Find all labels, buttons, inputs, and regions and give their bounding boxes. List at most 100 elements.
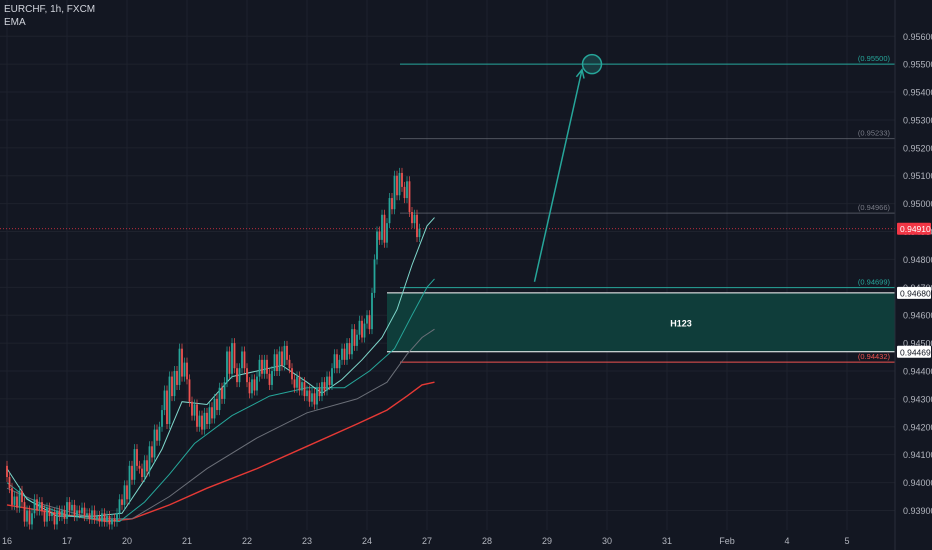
candle-body (281, 351, 283, 366)
current-price-label-bg (897, 222, 931, 235)
candle-body (313, 393, 316, 405)
candle-body (123, 485, 126, 505)
candle-body (236, 368, 238, 383)
candle-body (191, 401, 193, 416)
candle-body (193, 404, 196, 416)
time-axis[interactable]: 16 17 20 21 22 23 24 27 28 29 30 31 Feb 4 5 (2, 536, 850, 546)
candle-body (303, 382, 306, 397)
candle-body (26, 510, 28, 522)
candle-body (68, 502, 71, 511)
candle-body (263, 359, 266, 374)
candle-body (301, 382, 303, 391)
candle-body (126, 485, 128, 500)
candle-body (271, 371, 273, 385)
projection-arrow[interactable] (533, 69, 583, 282)
candle-body (38, 502, 41, 511)
candle-body (81, 507, 83, 514)
candle-body (411, 212, 413, 224)
candle-body (51, 513, 53, 517)
candle-body (333, 354, 336, 369)
candle-body (33, 499, 36, 514)
level-label: (0.94966) (858, 203, 891, 212)
ema-slow-line (6, 381, 435, 523)
candle-body (111, 518, 113, 525)
projection-annotations[interactable] (533, 53, 603, 282)
candle-body (216, 398, 218, 411)
candle-body (238, 368, 241, 383)
time-tick-label: 30 (602, 536, 612, 546)
candle-body (71, 504, 73, 511)
level-label: (0.95500) (858, 54, 891, 63)
candle-body (83, 507, 86, 517)
price-levels[interactable]: (0.95500) (0.95233) (0.94966) (0.94699) (0.9… (0, 54, 895, 363)
demand-zone[interactable] (387, 292, 895, 352)
candle-body (311, 393, 313, 402)
candle-body (8, 477, 11, 489)
candle-body (116, 513, 118, 522)
candle-body (173, 371, 176, 397)
candle-body (356, 334, 358, 346)
indicator-label[interactable]: EMA (4, 17, 26, 28)
candle-body (398, 172, 401, 196)
candle-body (118, 499, 121, 514)
candle-body (103, 513, 106, 522)
time-tick-label: 28 (482, 536, 492, 546)
candle-body (138, 465, 141, 469)
candle-body (373, 259, 376, 293)
target-circle[interactable] (581, 53, 603, 75)
candle-body (48, 507, 51, 517)
ema-fast-line (6, 217, 435, 517)
candle-body (258, 359, 261, 377)
candle-body (298, 376, 301, 391)
candle-body (343, 348, 346, 360)
candle-body (388, 198, 391, 224)
candle-body (276, 354, 278, 371)
candle-body (136, 449, 138, 466)
candle-body (208, 407, 211, 424)
candle-body (41, 502, 43, 511)
candle-body (386, 223, 388, 243)
candle-body (206, 412, 208, 424)
candle-body (6, 465, 8, 477)
candle-body (186, 362, 188, 380)
candle-body (203, 412, 206, 430)
zone-bottom-price-label[interactable]: 0.94469 (900, 347, 931, 357)
candle-body (146, 460, 148, 472)
symbol-title[interactable]: EURCHF, 1h, FXCM (4, 4, 96, 15)
candle-body (183, 362, 186, 377)
candle-body (286, 345, 288, 360)
candle-body (13, 496, 16, 505)
candle-body (241, 351, 243, 369)
candle-body (266, 359, 268, 374)
candle-body (181, 348, 183, 377)
candle-body (358, 320, 361, 335)
demand-zone-layer[interactable]: H123 (387, 292, 895, 353)
candle-body (101, 513, 103, 522)
candle-body (108, 516, 111, 525)
candle-body (96, 516, 98, 519)
candle-body (28, 510, 31, 525)
candle-body (133, 449, 136, 480)
candle-body (341, 348, 343, 360)
candle-body (291, 368, 293, 380)
candle-body (158, 426, 161, 441)
level-label: (0.94432) (858, 352, 891, 361)
current-price-label[interactable]: 0.94910 (900, 224, 931, 234)
candle-body (391, 198, 393, 210)
candle-body (396, 175, 398, 196)
time-tick-label: 29 (542, 536, 552, 546)
candle-body (228, 351, 231, 374)
zone-top-price-label[interactable]: 0.94680 (900, 288, 931, 298)
candle-body (221, 387, 223, 399)
candle-body (413, 214, 416, 224)
candle-body (156, 429, 158, 441)
time-tick-label: 16 (2, 536, 12, 546)
candle-body (243, 351, 246, 369)
